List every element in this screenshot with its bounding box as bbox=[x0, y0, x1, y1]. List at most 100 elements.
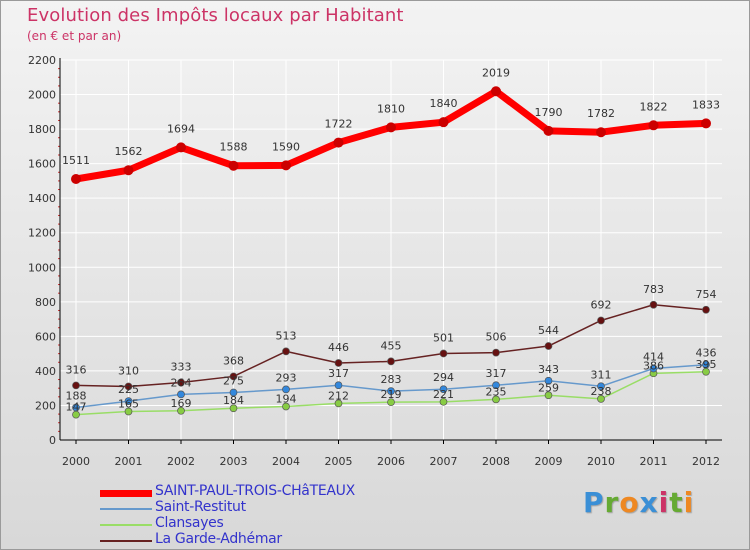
series-1-point bbox=[439, 385, 448, 394]
x-tick-label: 2000 bbox=[62, 455, 90, 468]
series-3-data-label: 506 bbox=[486, 331, 507, 344]
series-1-point bbox=[544, 376, 553, 385]
series-2-point bbox=[334, 399, 343, 408]
series-0-point bbox=[596, 127, 606, 138]
y-tick-label: 1800 bbox=[28, 123, 56, 136]
logo-letter: i bbox=[658, 486, 670, 519]
x-tick-label: 2012 bbox=[692, 455, 720, 468]
logo-letter: r bbox=[604, 486, 620, 519]
series-0-point bbox=[176, 142, 186, 153]
x-tick-label: 2001 bbox=[115, 455, 143, 468]
series-2-data-label: 238 bbox=[591, 385, 612, 398]
series-0-point bbox=[228, 160, 239, 171]
series-3-data-label: 455 bbox=[381, 339, 402, 352]
x-tick-label: 2009 bbox=[535, 455, 563, 468]
series-3-data-label: 513 bbox=[276, 329, 297, 342]
legend-swatch bbox=[100, 508, 152, 510]
series-3-data-label: 692 bbox=[591, 298, 612, 311]
chart-subtitle: (en € et par an) bbox=[27, 29, 122, 43]
y-tick-label: 1600 bbox=[28, 158, 56, 171]
y-tick-label: 1400 bbox=[28, 192, 56, 205]
series-1-data-label: 414 bbox=[643, 350, 664, 363]
series-1-point bbox=[702, 360, 710, 369]
series-1-data-label: 188 bbox=[66, 390, 87, 403]
series-0-point bbox=[701, 118, 711, 129]
legend-swatch bbox=[100, 524, 152, 526]
y-tick-label: 600 bbox=[35, 330, 56, 343]
series-3-point bbox=[702, 305, 710, 314]
series-2-data-label: 221 bbox=[433, 388, 454, 401]
series-2-point bbox=[597, 395, 605, 403]
series-2-point bbox=[124, 407, 133, 416]
x-tick-label: 2002 bbox=[167, 455, 195, 468]
series-1-data-label: 317 bbox=[328, 367, 349, 380]
series-0-point bbox=[491, 86, 501, 97]
y-tick-label: 800 bbox=[35, 296, 56, 309]
series-1-point bbox=[124, 397, 133, 405]
series-2-data-label: 184 bbox=[223, 394, 244, 407]
y-tick-label: 2200 bbox=[28, 54, 56, 67]
series-0-data-label: 1562 bbox=[115, 145, 143, 158]
series-2-point bbox=[544, 391, 553, 400]
y-tick-label: 1200 bbox=[28, 227, 56, 240]
series-2-data-label: 169 bbox=[171, 397, 192, 410]
series-0-point bbox=[333, 137, 344, 148]
y-tick-label: 400 bbox=[35, 365, 56, 378]
series-2-point bbox=[177, 406, 185, 415]
series-3-data-label: 310 bbox=[118, 364, 139, 377]
series-2-data-label: 147 bbox=[66, 401, 87, 414]
x-tick-label: 2011 bbox=[640, 455, 668, 468]
series-3-data-label: 446 bbox=[328, 341, 349, 354]
series-3-point bbox=[229, 372, 238, 381]
series-1-point bbox=[229, 388, 238, 397]
series-0-data-label: 1840 bbox=[430, 97, 458, 110]
series-0-point bbox=[386, 122, 396, 133]
legend-swatch bbox=[100, 489, 152, 497]
series-2-data-label: 165 bbox=[118, 398, 139, 411]
series-2-data-label: 219 bbox=[381, 388, 402, 401]
series-0-data-label: 1511 bbox=[62, 154, 90, 167]
chart-title: Evolution des Impôts locaux par Habitant bbox=[27, 5, 404, 26]
series-1-point bbox=[492, 381, 500, 390]
series-3-point bbox=[492, 348, 500, 357]
series-2-point bbox=[439, 397, 448, 406]
series-1-data-label: 436 bbox=[696, 347, 717, 360]
series-3-point bbox=[597, 316, 605, 325]
y-tick-label: 1000 bbox=[28, 261, 56, 274]
series-3-data-label: 783 bbox=[643, 283, 664, 296]
series-0-data-label: 1694 bbox=[167, 122, 195, 135]
legend-label: Saint-Restitut bbox=[155, 499, 246, 515]
series-0-data-label: 1790 bbox=[535, 106, 563, 119]
series-0-data-label: 1822 bbox=[640, 100, 668, 113]
series-1-data-label: 264 bbox=[171, 376, 192, 389]
series-2-point bbox=[492, 395, 500, 404]
series-1-data-label: 311 bbox=[591, 368, 612, 381]
series-2-data-label: 259 bbox=[538, 381, 559, 394]
legend-label: Clansayes bbox=[155, 515, 224, 531]
series-0-data-label: 1722 bbox=[325, 118, 353, 131]
x-tick-label: 2008 bbox=[482, 455, 510, 468]
series-3-point bbox=[649, 300, 658, 309]
series-3-data-label: 501 bbox=[433, 331, 454, 344]
series-1-data-label: 225 bbox=[118, 383, 139, 396]
series-0-data-label: 1590 bbox=[272, 140, 300, 153]
x-tick-label: 2010 bbox=[587, 455, 615, 468]
series-0-data-label: 1810 bbox=[377, 102, 405, 115]
x-tick-label: 2004 bbox=[272, 455, 300, 468]
series-1-point bbox=[72, 403, 80, 412]
series-3-point bbox=[177, 378, 185, 387]
series-2-data-label: 235 bbox=[486, 385, 507, 398]
series-2-point bbox=[387, 398, 395, 407]
series-1-data-label: 293 bbox=[276, 371, 297, 384]
series-3-point bbox=[387, 357, 395, 366]
series-2-data-label: 386 bbox=[643, 359, 664, 372]
series-3-data-label: 544 bbox=[538, 324, 559, 337]
logo-letter: P bbox=[583, 486, 605, 519]
series-2-point bbox=[229, 404, 238, 413]
series-0-point bbox=[71, 174, 81, 185]
series-3-point bbox=[439, 349, 448, 358]
series-2-data-label: 212 bbox=[328, 389, 349, 402]
series-1-point bbox=[334, 381, 343, 390]
